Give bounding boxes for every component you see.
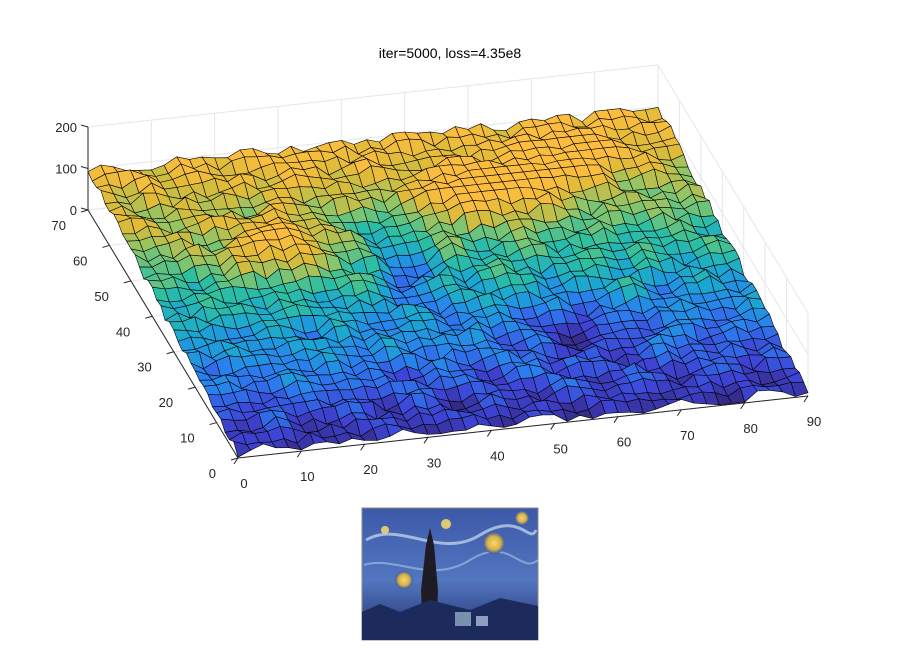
x-tick-label: 70 (680, 428, 694, 443)
x-tick-mark (676, 409, 682, 417)
y-tick-label: 20 (159, 395, 173, 410)
star-icon (441, 519, 451, 529)
x-tick-label: 90 (807, 414, 821, 429)
backwall-gridline (87, 64, 659, 128)
z-tick-label: 100 (55, 162, 77, 177)
swirl-star-icon (515, 511, 529, 525)
x-tick-mark (296, 450, 302, 458)
y-tick-label: 0 (209, 466, 216, 481)
sidewall-gridline (657, 106, 809, 355)
x-tick-label: 30 (427, 455, 441, 470)
starry-night-image (361, 507, 539, 641)
x-tick-mark (423, 437, 429, 444)
y-tick-mark (123, 280, 131, 284)
x-tick-mark (740, 402, 746, 410)
z-tick-label: 0 (70, 203, 77, 218)
x-tick-label: 10 (300, 469, 314, 484)
y-tick-label: 60 (73, 253, 87, 268)
z-tick-label: 200 (55, 120, 77, 135)
z-tick-mark (80, 166, 89, 169)
x-tick-mark (360, 443, 366, 451)
x-tick-label: 60 (617, 435, 631, 450)
y-tick-mark (209, 422, 217, 426)
y-tick-label: 70 (52, 218, 66, 233)
x-tick-mark (233, 457, 239, 465)
tick-labels: 0 10 20 30 40 50 60 70 80 90 0 10 20 30 40 50 60 70 0 100 20… (52, 120, 822, 491)
y-tick-label: 30 (137, 360, 151, 375)
y-tick-mark (102, 244, 110, 248)
y-tick-label: 40 (116, 324, 130, 339)
y-tick-label: 50 (94, 289, 108, 304)
y-tick-mark (188, 386, 196, 390)
x-tick-mark (486, 430, 492, 437)
y-tick-mark (145, 315, 153, 319)
y-tick-mark (230, 457, 239, 461)
star-icon (381, 526, 389, 534)
surface-patch (233, 441, 251, 458)
x-tick-mark (613, 416, 619, 423)
y-tick-mark (80, 209, 89, 213)
swirl-star-icon (395, 571, 413, 589)
sidewall-gridline (657, 64, 809, 314)
z-tick-mark (80, 124, 89, 128)
chart-title: iter=5000, loss=4.35e8 (379, 45, 522, 61)
x-tick-label: 50 (553, 442, 567, 457)
swirl-moon-icon (483, 532, 505, 554)
x-tick-label: 80 (743, 421, 757, 436)
y-axis-line (87, 209, 239, 459)
x-tick-label: 20 (363, 462, 377, 477)
axes-lines (80, 124, 809, 465)
z-tick-mark (80, 207, 89, 211)
x-tick-mark (803, 395, 809, 403)
x-tick-mark (550, 423, 556, 430)
x-tick-label: 40 (490, 448, 504, 463)
y-tick-mark (166, 351, 174, 355)
surface-plot (87, 107, 809, 458)
y-tick-label: 10 (180, 431, 194, 446)
x-axis-line (237, 395, 809, 459)
x-tick-label: 0 (240, 476, 247, 491)
